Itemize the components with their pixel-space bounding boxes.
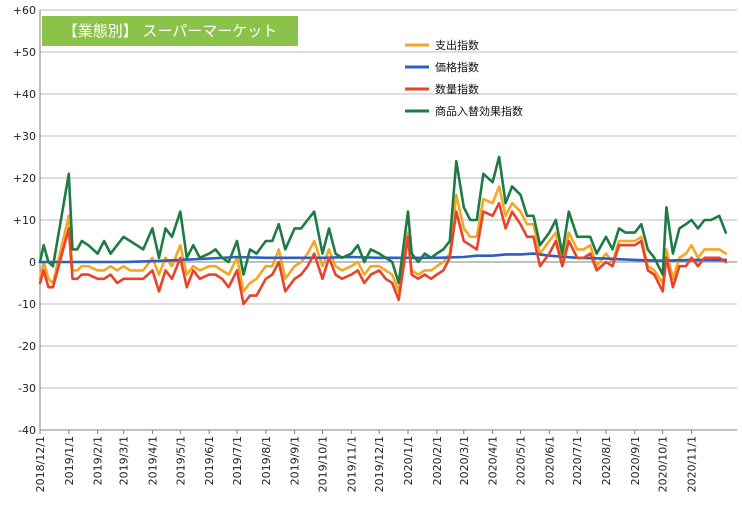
x-tick-label: 2020/10/1 [657, 436, 670, 492]
y-tick-label: -40 [18, 424, 36, 437]
chart-title-background [42, 16, 298, 46]
y-tick-label: +10 [13, 214, 36, 227]
y-axis-ticks: +60 +50 +40 +30 +20 +10 0 -10 -20 -30 -40 [13, 4, 36, 437]
x-tick-label: 2020/4/1 [487, 436, 500, 485]
x-tick-label: 2020/2/1 [431, 436, 444, 485]
grid-lines [39, 9, 737, 431]
x-tick-label: 2019/12/1 [373, 436, 386, 492]
x-tick-label: 2018/12/1 [34, 436, 47, 492]
x-tick-label: 2020/3/1 [458, 436, 471, 485]
x-tick-label: 2020/11/1 [685, 436, 698, 492]
y-tick-label: -10 [18, 298, 36, 311]
y-tick-label: +60 [13, 4, 36, 17]
legend-label: 数量指数 [435, 82, 479, 96]
x-tick-label: 2019/11/1 [345, 436, 358, 492]
series-line-3 [38, 201, 728, 306]
y-tick-label: -20 [18, 340, 36, 353]
y-tick-label: +20 [13, 172, 36, 185]
x-tick-label: 2020/7/1 [571, 436, 584, 485]
x-tick-label: 2019/10/1 [317, 436, 330, 492]
x-tick-label: 2020/6/1 [543, 436, 556, 485]
x-tick-label: 2019/9/1 [289, 436, 302, 485]
y-tick-label: -30 [18, 382, 36, 395]
series-line-4 [38, 155, 728, 285]
x-tick-label: 2019/8/1 [260, 436, 273, 485]
legend-label: 支出指数 [435, 38, 479, 52]
x-tick-label: 2020/9/1 [629, 436, 642, 485]
x-tick-label: 2019/7/1 [231, 436, 244, 485]
x-tick-label: 2019/5/1 [174, 436, 187, 485]
y-tick-label: +40 [13, 88, 36, 101]
legend-label: 商品入替効果指数 [435, 104, 523, 118]
y-tick-label: +30 [13, 130, 36, 143]
x-tick-label: 2020/8/1 [600, 436, 613, 485]
x-tick-label: 2019/1/1 [63, 436, 76, 485]
x-tick-label: 2020/5/1 [514, 436, 527, 485]
x-tick-label: 2019/3/1 [118, 436, 131, 485]
y-tick-label: 0 [29, 256, 36, 269]
chart-title: 【業態別】 スーパーマーケット [63, 22, 278, 40]
chart-title-box: 【業態別】 スーパーマーケット [42, 16, 298, 46]
series-lines [38, 155, 728, 306]
y-tick-label: +50 [13, 46, 36, 59]
x-tick-label: 2020/1/1 [402, 436, 415, 485]
x-tick-label: 2019/2/1 [92, 436, 105, 485]
x-tick-label: 2019/4/1 [146, 436, 159, 485]
x-tick-label: 2019/6/1 [203, 436, 216, 485]
x-axis-ticks: 2018/12/1 2019/1/1 2019/2/1 2019/3/1 2019/4/… [34, 430, 698, 492]
legend-label: 価格指数 [435, 60, 479, 74]
